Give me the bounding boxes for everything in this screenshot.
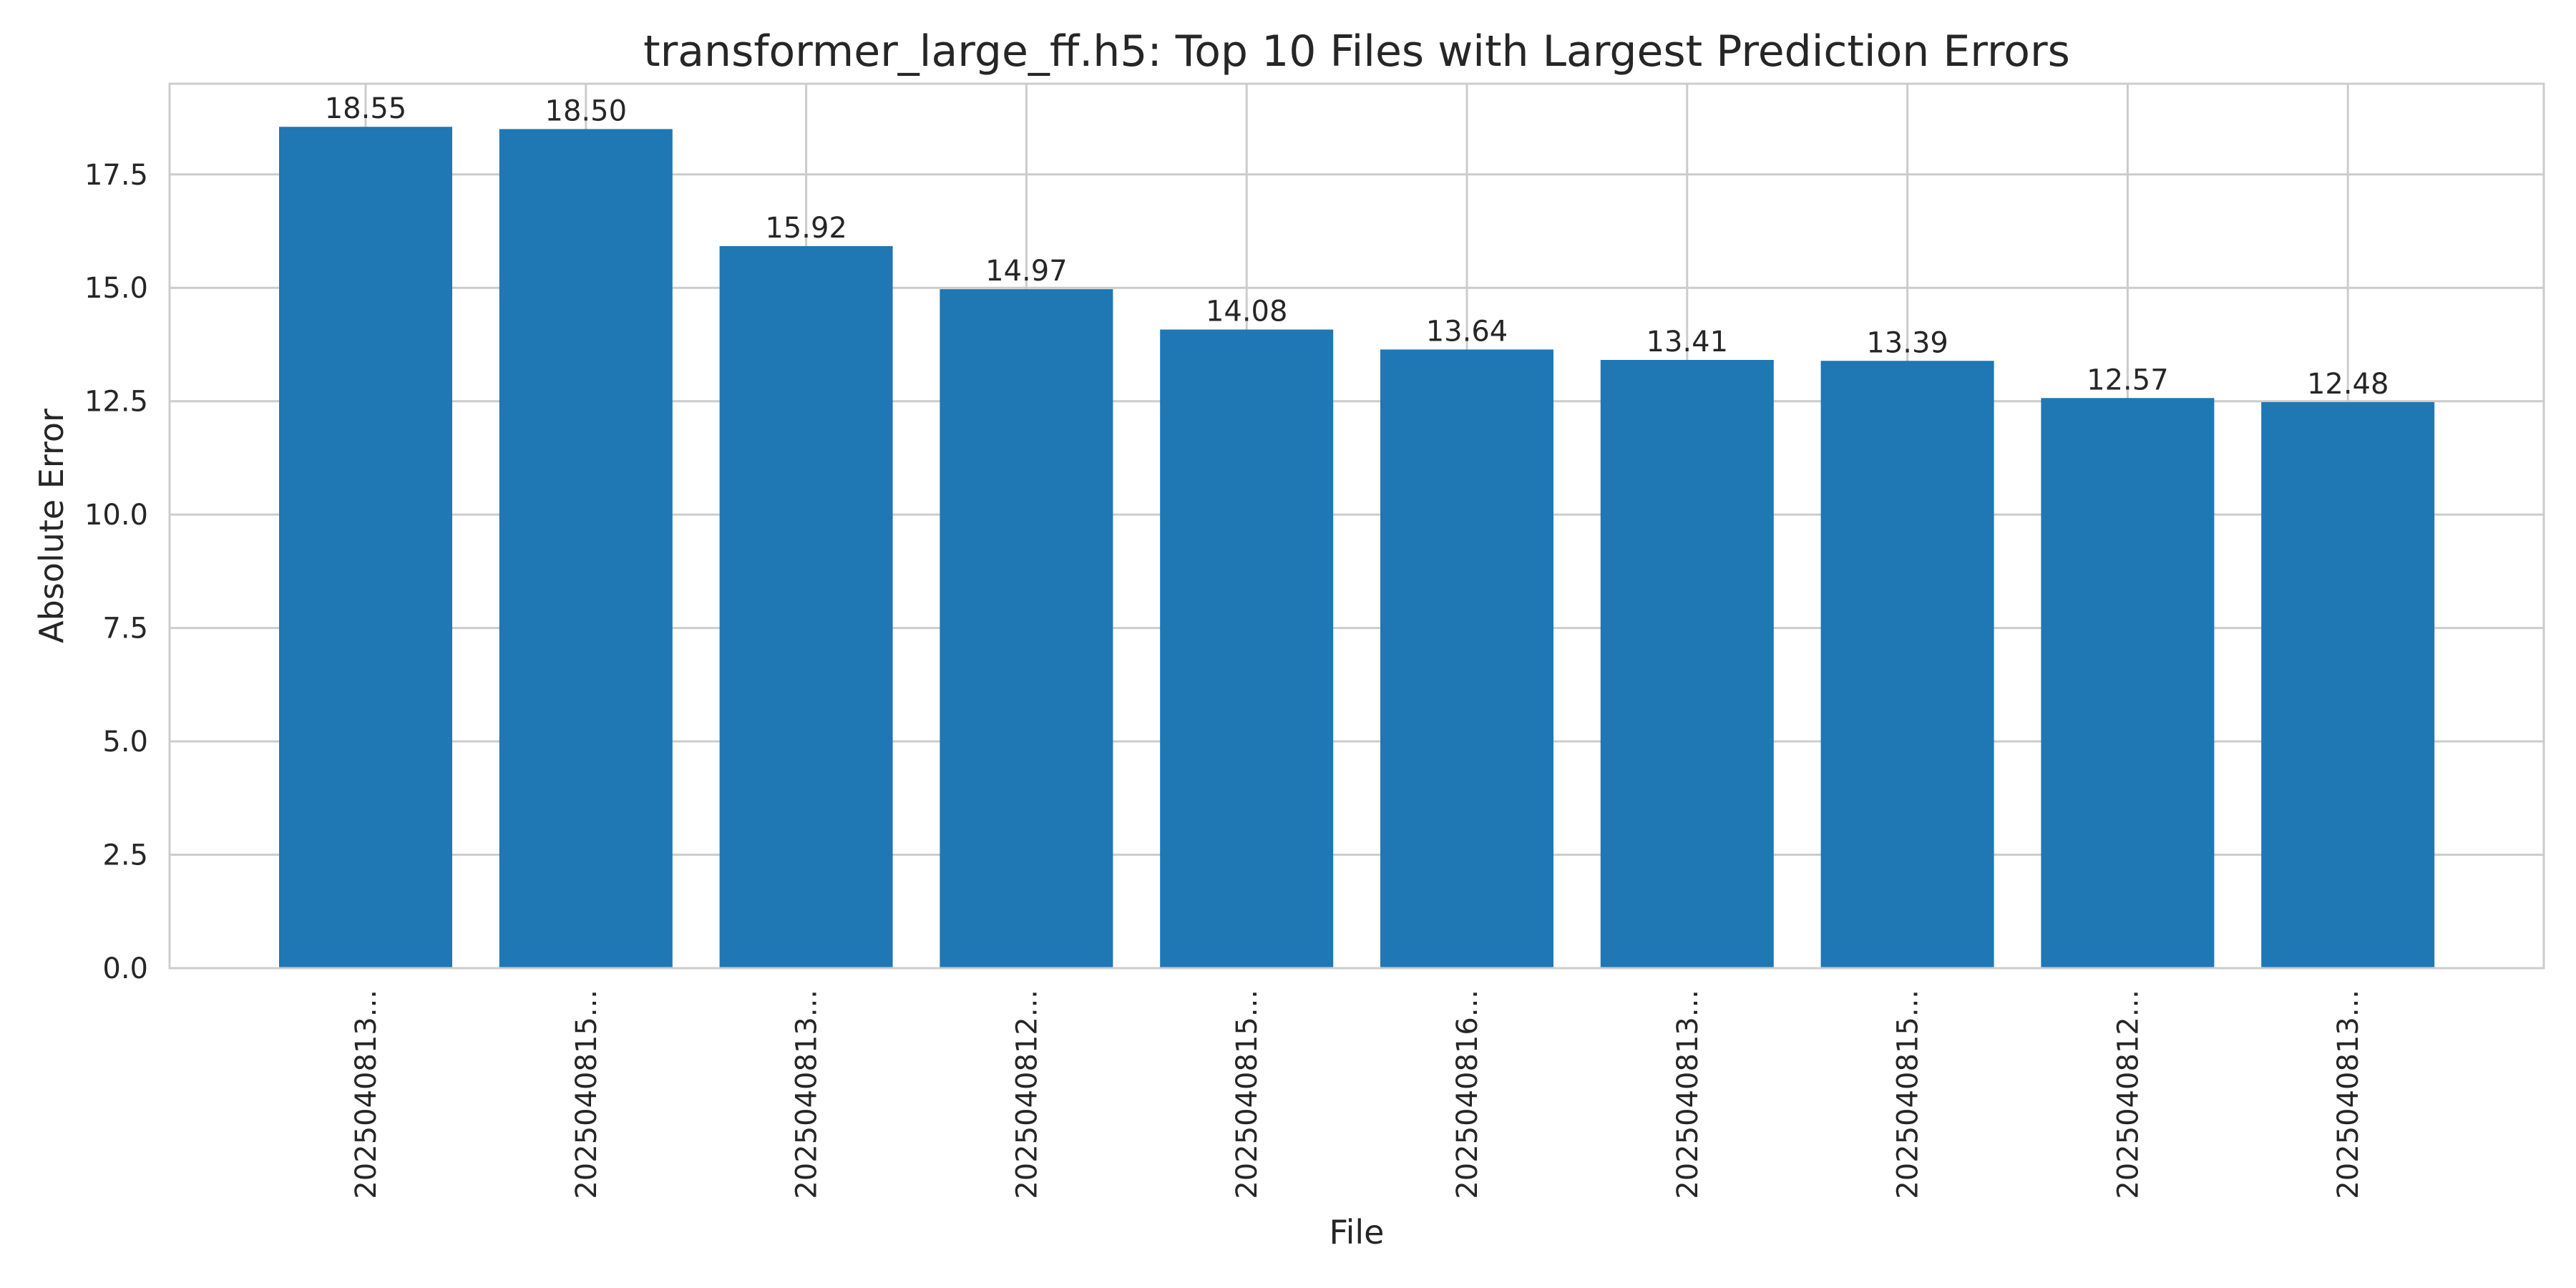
y-axis-label: Absolute Error xyxy=(32,409,71,643)
y-tick-label: 17.5 xyxy=(84,159,148,192)
bar xyxy=(719,245,893,968)
y-tick-label: 10.0 xyxy=(84,499,148,532)
x-tick-label: 2025040812... xyxy=(2112,990,2145,1199)
bar-value-label: 13.41 xyxy=(1646,326,1729,358)
y-tick-labels: 0.0 2.5 5.0 7.5 10.0 12.5 15.0 17.5 xyxy=(84,159,148,985)
bar xyxy=(2261,401,2435,968)
bar-value-label: 14.97 xyxy=(985,255,1068,288)
x-tick-label: 2025040813... xyxy=(350,990,383,1199)
bar-layer xyxy=(279,127,2435,969)
y-tick-label: 12.5 xyxy=(84,386,148,419)
x-tick-labels: 2025040813... 2025040815... 2025040813... 2… xyxy=(350,990,2365,1199)
plot-frame xyxy=(168,82,2545,970)
bar xyxy=(1600,360,1774,968)
bar xyxy=(499,129,673,968)
bar-value-label: 18.50 xyxy=(545,94,628,127)
y-tick-label: 7.5 xyxy=(102,613,148,645)
x-axis-label: File xyxy=(1330,1213,1385,1252)
y-tick-label: 2.5 xyxy=(102,839,148,872)
x-tick-label: 2025040813... xyxy=(1672,990,1704,1199)
x-tick-label: 2025040813... xyxy=(2332,990,2365,1199)
bar xyxy=(279,127,452,969)
bar xyxy=(1820,361,1994,968)
bar-value-label: 15.92 xyxy=(765,212,847,245)
y-tick-label: 5.0 xyxy=(102,726,148,758)
x-tick-label: 2025040816... xyxy=(1451,990,1484,1199)
bar-value-label: 12.48 xyxy=(2307,368,2389,401)
bar xyxy=(1380,349,1553,968)
bar-value-label: 18.55 xyxy=(325,92,407,125)
bar xyxy=(1160,329,1334,968)
bar-value-label: 13.64 xyxy=(1426,315,1508,348)
x-tick-label: 2025040813... xyxy=(791,990,824,1199)
x-tick-label: 2025040815... xyxy=(1231,990,1264,1199)
bar-value-labels: 18.55 18.50 15.92 14.97 14.08 13.64 13.41 13.39… xyxy=(325,92,2389,401)
bar-value-label: 14.08 xyxy=(1206,296,1288,328)
x-tick-label: 2025040815... xyxy=(570,990,603,1199)
bar-value-label: 12.57 xyxy=(2087,364,2169,396)
x-tick-label: 2025040815... xyxy=(1892,990,1925,1199)
bar-value-label: 13.39 xyxy=(1866,326,1948,359)
y-tick-label: 0.0 xyxy=(102,952,148,985)
bar xyxy=(940,289,1113,968)
x-tick-label: 2025040812... xyxy=(1010,990,1043,1199)
chart-title: transformer_large_ff.h5: Top 10 Files wi… xyxy=(643,26,2070,77)
bar xyxy=(2041,398,2215,968)
y-tick-label: 15.0 xyxy=(84,272,148,305)
